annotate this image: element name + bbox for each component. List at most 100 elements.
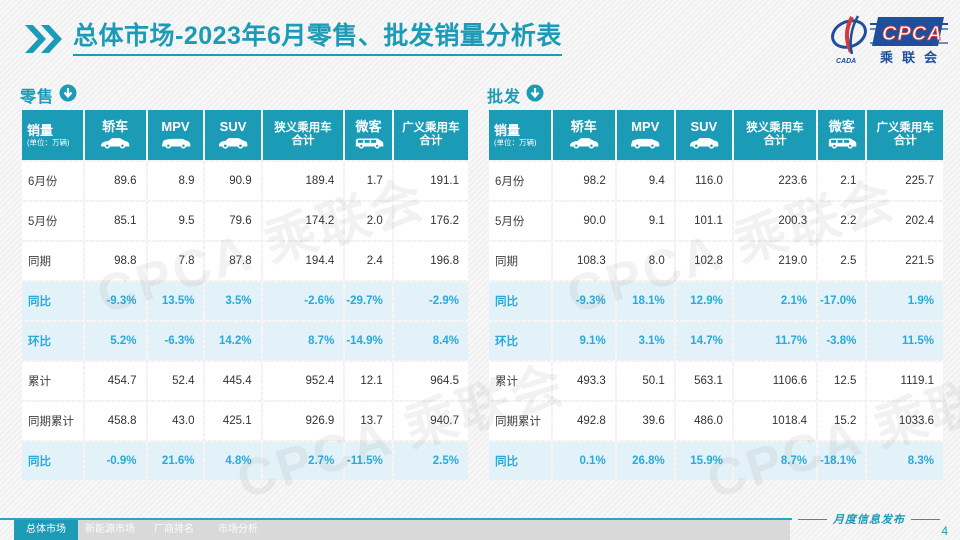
row-label: 累计 [489,362,551,400]
cell: -29.7% [345,282,392,320]
sedan-icon [553,136,615,150]
column-header-sedan: 轿车 [552,110,615,160]
cell: 50.1 [616,362,674,400]
cell: 15.9% [675,442,732,480]
table-header-row: 销量 (单位：万辆) 轿车 MPV SUV 狭义乘用车 合计 微客 广义乘用车 合计 [22,110,468,160]
cell: 13.5% [147,282,204,320]
cell: 2.5% [393,442,468,480]
row-label: 同期累计 [489,402,551,440]
suv-icon [205,136,260,150]
table-row: 5月份 90.0 9.1 101.1 200.3 2.2 202.4 [489,202,943,240]
column-header-sedan: 轿车 [84,110,146,160]
table-row: 5月份 85.1 9.5 79.6 174.2 2.0 176.2 [22,202,468,240]
retail-title: 零售 [20,89,55,106]
column-header-mpv: MPV [616,110,674,160]
table-row: 同期累计 492.8 39.6 486.0 1018.4 15.2 1033.6 [489,402,943,440]
cell: 5.2% [84,322,146,360]
sales-unit: (单位：万辆) [494,138,537,148]
footer-tab-2[interactable]: 新能源市场 [78,520,142,540]
column-header-total: 广义乘用车 合计 [867,110,943,160]
cell: 174.2 [262,202,344,240]
cell: 0.1% [552,442,615,480]
sales-label: 销量 [27,122,54,138]
double-chevron-icon [25,25,65,58]
cell: 952.4 [262,362,344,400]
cell: 79.6 [205,202,261,240]
mpv-icon [148,136,204,150]
cell: 3.5% [205,282,261,320]
cell: 225.7 [867,162,943,200]
row-label: 同比 [489,282,551,320]
cell: 90.0 [552,202,615,240]
cell: 454.7 [84,362,146,400]
cell: 14.7% [675,322,732,360]
row-label: 环比 [22,322,83,360]
sedan-icon [85,136,146,150]
cell: 189.4 [262,162,344,200]
wholesale-title: 批发 [487,89,522,106]
row-label: 5月份 [22,202,83,240]
cell: -9.3% [552,282,615,320]
cell: 492.8 [552,402,615,440]
cell: 8.3% [867,442,943,480]
cell: 940.7 [393,402,468,440]
footer-tab-1[interactable]: 总体市场 [14,520,78,540]
cell: 8.4% [393,322,468,360]
cell: 15.2 [818,402,866,440]
column-header-suv: SUV [675,110,732,160]
cada-text: CADA [836,58,856,65]
cell: 116.0 [675,162,732,200]
cell: 8.9 [147,162,204,200]
footer-tab-3[interactable]: 厂商排名 [142,520,206,540]
cell: 425.1 [205,402,261,440]
footer-tab-4[interactable]: 市场分析 [206,520,270,540]
cell: 12.1 [345,362,392,400]
cell: 14.2% [205,322,261,360]
cell: 89.6 [84,162,146,200]
wholesale-table: 销量 (单位：万辆) 轿车 MPV SUV 狭义乘用车 合计 微客 广义乘用车 合计 6月份 98.2… [487,108,945,482]
page-number: 4 [941,524,948,538]
cell: 101.1 [675,202,732,240]
cell: 9.1% [552,322,615,360]
note-dash-right [911,518,940,520]
cell: -17.0% [818,282,866,320]
down-arrow-circle-icon [526,84,544,107]
footer-note: 月度信息发布 [798,511,940,527]
table-row: 同比 -9.3% 18.1% 12.9% 2.1% -17.0% 1.9% [489,282,943,320]
table-row: 累计 454.7 52.4 445.4 952.4 12.1 964.5 [22,362,468,400]
cell: 2.1% [733,282,817,320]
cell: 11.5% [867,322,943,360]
footer-divider [0,518,792,520]
suv-icon [676,136,732,150]
table-row: 同比 -9.3% 13.5% 3.5% -2.6% -29.7% -2.9% [22,282,468,320]
column-header-mpv: MPV [147,110,204,160]
table-row: 同期累计 458.8 43.0 425.1 926.9 13.7 940.7 [22,402,468,440]
retail-section: 零售 销量 (单位：万辆) 轿车 MPV SUV 狭义乘用车 合计 微客 广义乘用车 合计 6月份 8… [20,84,470,482]
column-header-suv: SUV [205,110,261,160]
row-label: 6月份 [22,162,83,200]
cell: -2.9% [393,282,468,320]
cell: 13.7 [345,402,392,440]
cell: 8.0 [616,242,674,280]
footer-note-text: 月度信息发布 [833,514,905,526]
cell: 21.6% [147,442,204,480]
cell: -18.1% [818,442,866,480]
sales-column-header: 销量 (单位：万辆) [489,110,551,160]
cell: 9.1 [616,202,674,240]
cell: 563.1 [675,362,732,400]
note-dash-left [798,518,827,520]
cell: 90.9 [205,162,261,200]
table-row: 6月份 89.6 8.9 90.9 189.4 1.7 191.1 [22,162,468,200]
cell: -14.9% [345,322,392,360]
cpca-text: CPCA [882,23,943,45]
sales-column-header: 销量 (单位：万辆) [22,110,83,160]
row-label: 同期 [489,242,551,280]
cell: 445.4 [205,362,261,400]
row-label: 累计 [22,362,83,400]
cell: 176.2 [393,202,468,240]
cell: 98.8 [84,242,146,280]
table-row: 同比 0.1% 26.8% 15.9% 8.7% -18.1% 8.3% [489,442,943,480]
cell: 486.0 [675,402,732,440]
cell: -2.6% [262,282,344,320]
retail-section-header: 零售 [20,84,470,106]
